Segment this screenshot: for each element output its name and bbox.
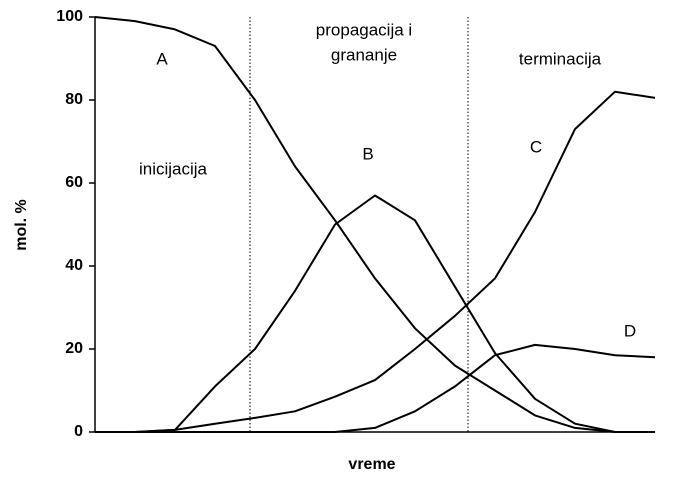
- series-line: [95, 194, 655, 433]
- x-axis-title: vreme: [348, 456, 395, 473]
- series-line: [94, 16, 655, 433]
- series-line: [95, 90, 656, 433]
- series-label: D: [624, 321, 636, 340]
- annotation: propagacija i: [316, 20, 412, 39]
- y-tick-label: 0: [74, 423, 83, 440]
- y-tick-label: 20: [65, 340, 83, 357]
- y-tick-label: 60: [65, 174, 83, 191]
- y-axis-title: mol. %: [13, 199, 30, 251]
- annotation: inicijacija: [139, 159, 208, 178]
- y-tick-label: 100: [56, 8, 83, 25]
- annotation: grananje: [331, 45, 397, 64]
- series-label: A: [156, 49, 168, 68]
- series-label: B: [362, 144, 373, 163]
- series-label: C: [530, 137, 542, 156]
- y-tick-label: 40: [65, 257, 83, 274]
- series-line: [95, 343, 656, 433]
- annotation: terminacija: [519, 49, 602, 68]
- y-tick-label: 80: [65, 91, 83, 108]
